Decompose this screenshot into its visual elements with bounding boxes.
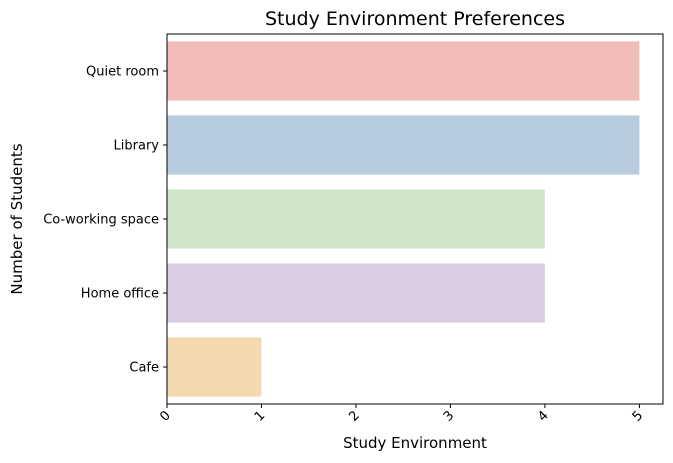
y-tick-label-library: Library bbox=[114, 139, 160, 154]
chart-title: Study Environment Preferences bbox=[265, 8, 565, 30]
y-ticks-group: Quiet room Library Co-working space Home of… bbox=[43, 65, 167, 376]
y-tick-label-quiet-room: Quiet room bbox=[86, 65, 159, 80]
y-tick-label-co-working-space: Co-working space bbox=[43, 213, 159, 228]
bar-co-working-space bbox=[167, 189, 545, 249]
x-tick-label-1: 1 bbox=[252, 408, 268, 424]
x-tick-label-5: 5 bbox=[630, 408, 646, 424]
bar-library bbox=[167, 115, 640, 175]
plot-frame bbox=[166, 33, 664, 405]
bar-quiet-room bbox=[167, 41, 640, 101]
y-tick-label-home-office: Home office bbox=[81, 287, 159, 302]
bars-group bbox=[167, 41, 640, 397]
x-tick-label-2: 2 bbox=[346, 408, 362, 424]
x-tick-label-0: 0 bbox=[157, 408, 173, 424]
y-tick-label-cafe: Cafe bbox=[129, 361, 159, 376]
y-axis-label: Number of Students bbox=[8, 143, 26, 294]
x-tick-label-4: 4 bbox=[535, 408, 551, 424]
x-tick-label-3: 3 bbox=[441, 408, 457, 424]
x-ticks-group: 0 1 2 3 4 5 bbox=[157, 404, 646, 425]
x-axis-label: Study Environment bbox=[343, 434, 487, 452]
bar-cafe bbox=[167, 337, 262, 397]
bar-home-office bbox=[167, 263, 545, 323]
